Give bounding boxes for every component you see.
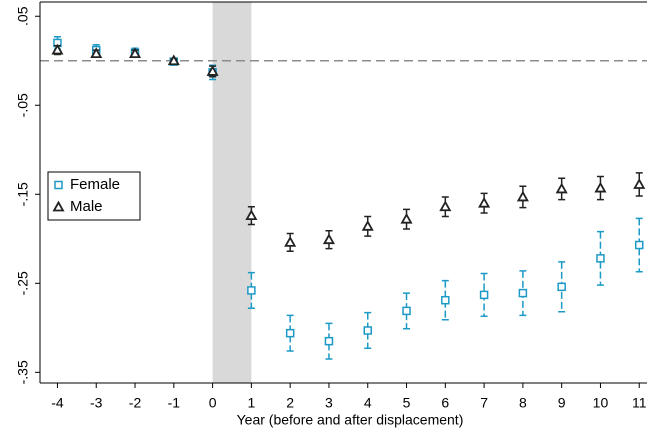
data-point: [441, 295, 450, 305]
data-point: [363, 326, 372, 335]
legend-box: [47, 171, 141, 221]
data-point: [478, 196, 491, 208]
x-tick-label: 9: [558, 395, 566, 411]
error-bar: [403, 292, 411, 330]
data-point: [516, 190, 529, 202]
y-tick-label: -.25: [15, 271, 31, 295]
data-point: [400, 212, 413, 224]
data-point: [284, 236, 297, 247]
x-tick-label: -1: [168, 395, 181, 411]
data-point: [596, 254, 605, 263]
x-tick-label: 4: [364, 395, 372, 411]
y-tick-label: -.05: [15, 93, 31, 117]
data-point: [322, 233, 335, 245]
y-tick-label: -.15: [15, 182, 31, 206]
error-bar: [247, 271, 255, 309]
y-tick-label: .05: [15, 6, 31, 26]
x-tick-label: 11: [632, 395, 647, 411]
x-tick-label: -4: [51, 395, 64, 411]
legend: Female Male: [47, 171, 141, 221]
data-point: [634, 240, 644, 250]
data-point: [128, 47, 142, 59]
data-point: [51, 43, 64, 55]
legend-label: Female: [70, 176, 120, 193]
x-tick-label: 2: [286, 395, 294, 411]
shaded-period: [212, 2, 252, 383]
x-tick-label: -2: [129, 395, 142, 411]
data-point: [245, 209, 258, 221]
x-tick-label: 0: [209, 395, 217, 411]
error-bar: [286, 314, 294, 352]
x-tick-label: 1: [247, 395, 255, 411]
data-point: [439, 200, 452, 212]
data-point: [594, 181, 607, 193]
data-point: [90, 47, 103, 59]
data-point: [247, 286, 256, 295]
x-axis-label: Year (before and after displacement): [237, 412, 464, 428]
data-point: [167, 54, 180, 66]
legend-label: Male: [70, 198, 103, 215]
data-point: [324, 336, 334, 346]
data-point: [361, 219, 374, 231]
data-point: [518, 288, 528, 298]
data-point: [479, 290, 489, 300]
data-point: [555, 182, 568, 194]
x-tick-label: 7: [480, 395, 488, 411]
data-point: [633, 178, 646, 189]
x-tick-label: 8: [519, 395, 527, 411]
error-bar: [325, 322, 333, 360]
x-tick-label: 3: [325, 395, 333, 411]
y-tick-label: -.35: [15, 360, 31, 384]
data-point: [206, 65, 219, 76]
error-bar: [441, 279, 449, 321]
x-tick-label: 10: [593, 395, 609, 411]
error-bar: [364, 311, 372, 350]
x-tick-label: -3: [90, 395, 103, 411]
x-tick-label: 6: [441, 395, 449, 411]
x-tick-label: 5: [403, 395, 411, 411]
data-point: [402, 306, 411, 316]
data-point: [557, 282, 566, 292]
legend-marker: [54, 180, 63, 190]
legend-marker: [52, 200, 65, 212]
data-point: [285, 328, 295, 338]
